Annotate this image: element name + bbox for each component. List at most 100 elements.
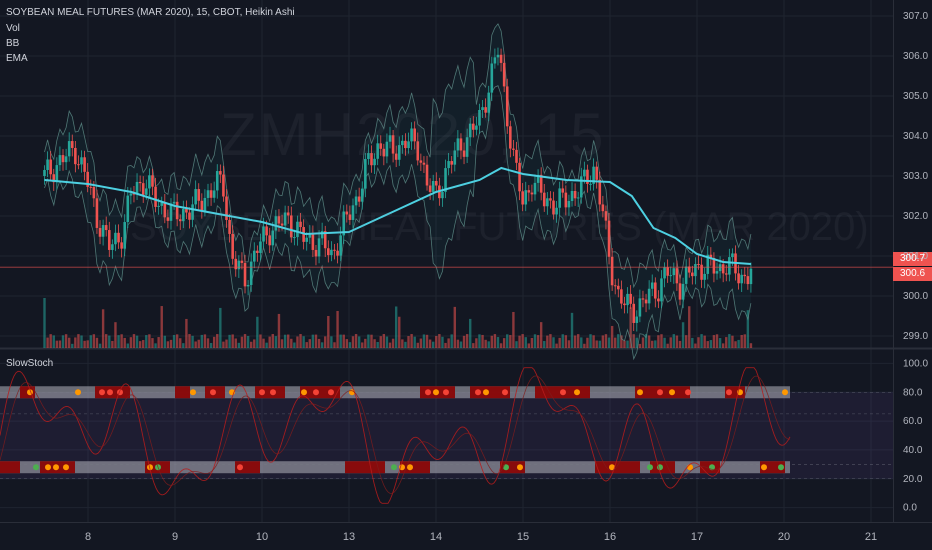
candle-body <box>280 223 284 226</box>
volume-bar <box>444 342 447 348</box>
candle-body <box>194 189 197 205</box>
volume-bar <box>589 334 592 348</box>
candle-body <box>77 164 80 166</box>
close-price-tag-bg <box>893 267 932 281</box>
candle-body <box>342 211 346 236</box>
volume-bar <box>731 335 734 348</box>
signal-dot <box>107 389 113 396</box>
indicator-bb-label[interactable]: BB <box>6 38 20 49</box>
candle-body <box>259 241 262 253</box>
slowstoch-label[interactable]: SlowStoch <box>6 358 54 369</box>
candle-body <box>626 293 629 306</box>
last-price-tag: 300.7 <box>899 253 926 264</box>
candle-body <box>274 216 278 231</box>
volume-bar <box>506 334 509 348</box>
signal-dot <box>685 389 691 396</box>
volume-bar <box>524 337 527 348</box>
signal-dot <box>502 389 508 396</box>
volume-bar <box>256 316 259 348</box>
candle-body <box>654 282 657 299</box>
candle-body <box>660 278 663 302</box>
signal-dot <box>778 464 784 471</box>
stoch-k-line <box>0 367 791 504</box>
candle-body <box>330 249 333 256</box>
volume-bar <box>533 334 537 348</box>
candle-body <box>697 264 700 266</box>
volume-bar <box>55 340 59 348</box>
indicator-vol-label[interactable]: Vol <box>6 23 20 34</box>
volume-bar <box>465 334 469 348</box>
volume-bar <box>336 310 339 348</box>
volume-bar <box>388 342 392 348</box>
volume-bar <box>555 343 558 348</box>
volume-bar <box>641 337 645 348</box>
signal-dot <box>63 464 69 471</box>
volume-bar <box>86 340 89 348</box>
volume-bar <box>672 334 676 348</box>
indicator-ema-label[interactable]: EMA <box>6 53 28 64</box>
signal-dot <box>237 464 243 471</box>
time-tick-label: 13 <box>343 531 355 543</box>
candle-body <box>95 198 99 228</box>
time-tick-label: 14 <box>430 531 442 543</box>
candle-body <box>706 254 710 274</box>
volume-bar <box>379 336 382 348</box>
candle-body <box>462 150 466 157</box>
candle-body <box>351 205 355 220</box>
candle-body <box>157 205 160 207</box>
volume-bar <box>287 334 290 348</box>
candle-body <box>515 149 518 163</box>
volume-bar <box>274 336 278 348</box>
candle-body <box>555 207 558 215</box>
candle-body <box>493 57 497 64</box>
candle-body <box>558 188 561 208</box>
signal-dot <box>313 389 319 396</box>
candle-body <box>129 193 133 196</box>
signal-dot <box>761 464 767 471</box>
candle-body <box>564 192 568 208</box>
volume-bar <box>49 334 52 348</box>
volume-bar <box>669 337 672 348</box>
candle-body <box>496 54 500 58</box>
candle-body <box>141 183 145 195</box>
volume-bar <box>357 336 361 348</box>
candle-body <box>638 298 642 317</box>
candle-body <box>357 196 361 202</box>
volume-bar <box>518 335 521 348</box>
candle-body <box>120 242 123 249</box>
signal-dot <box>425 389 431 396</box>
volume-bar <box>601 335 605 348</box>
volume-bar <box>74 337 77 348</box>
volume-bar <box>95 337 99 348</box>
candle-body <box>212 190 216 198</box>
signal-dot <box>443 389 449 396</box>
volume-bar <box>521 334 524 348</box>
candle-body <box>277 216 281 224</box>
candle-body <box>237 260 241 270</box>
signal-dot <box>669 389 675 396</box>
candle-body <box>339 235 342 256</box>
candle-body <box>391 135 395 154</box>
candle-body <box>419 160 423 163</box>
candle-body <box>629 293 632 304</box>
oversold-signal <box>235 461 260 474</box>
volume-bar <box>487 341 490 348</box>
candle-body <box>413 128 416 142</box>
chart-title[interactable]: SOYBEAN MEAL FUTURES (MAR 2020), 15, CBO… <box>6 7 295 18</box>
time-tick-label: 10 <box>256 531 268 543</box>
volume-bar <box>80 335 83 348</box>
volume-bar <box>216 334 219 348</box>
volume-bar <box>632 334 635 348</box>
volume-bar <box>43 298 46 348</box>
volume-bar <box>142 340 145 348</box>
candle-body <box>206 190 210 198</box>
volume-bar <box>163 335 167 348</box>
signal-dot <box>687 464 693 471</box>
volume-bar <box>172 334 176 348</box>
volume-bar <box>77 334 80 348</box>
candle-body <box>549 198 552 201</box>
signal-dot <box>210 389 216 396</box>
candle-body <box>83 157 86 172</box>
candle-body <box>422 162 426 165</box>
candle-body <box>126 195 130 223</box>
